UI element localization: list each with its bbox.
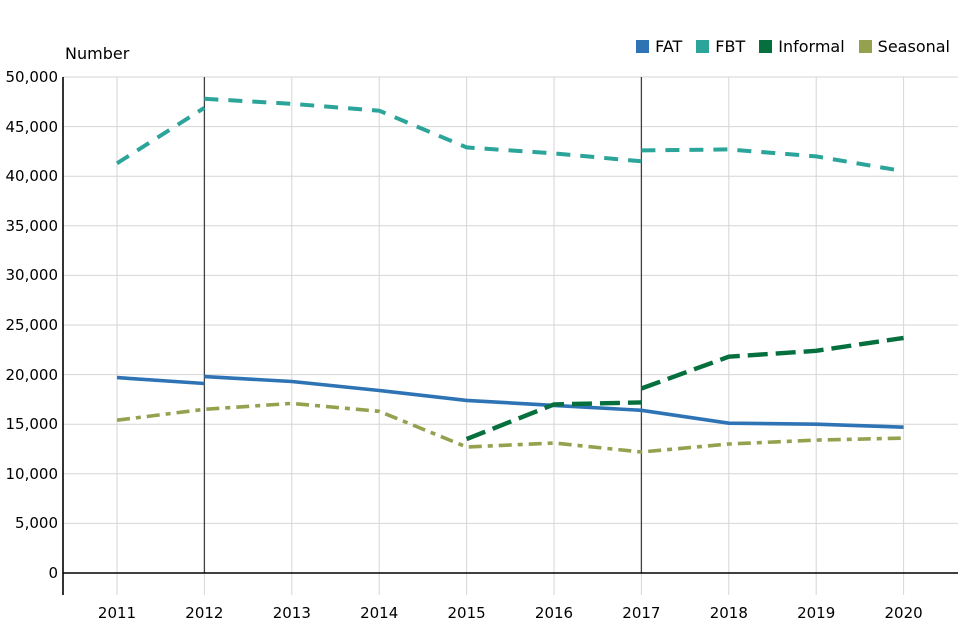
y-tick-label: 45,000 [5, 117, 59, 136]
x-tick-label: 2015 [447, 604, 486, 622]
series-line-informal [640, 335, 904, 391]
legend: FAT FBT Informal Seasonal [636, 34, 950, 58]
y-tick-label: 50,000 [5, 68, 59, 86]
series-line-seasonal [116, 401, 904, 454]
series-line-fbt [204, 96, 642, 164]
series-line-fbt [641, 147, 904, 174]
legend-item-informal: Informal [759, 36, 845, 56]
x-tick-label: 2012 [185, 604, 224, 622]
y-tick-label: 25,000 [5, 316, 59, 334]
y-tick-label: 15,000 [5, 415, 59, 434]
informal-swatch-icon [759, 39, 773, 53]
x-tick-label: 2014 [360, 604, 399, 622]
seasonal-swatch-icon [858, 39, 872, 53]
legend-label: Seasonal [877, 36, 950, 56]
y-tick-label: 20,000 [5, 365, 59, 384]
legend-item-fbt: FBT [696, 37, 745, 56]
x-tick-label: 2017 [622, 604, 661, 622]
fbt-swatch-icon [696, 39, 710, 53]
legend-label: Informal [778, 36, 845, 56]
series-line-informal [465, 400, 642, 442]
y-tick-label: 35,000 [5, 216, 59, 235]
legend-label: FAT [655, 36, 683, 56]
y-axis-title: Number [65, 44, 130, 63]
x-tick-label: 2018 [709, 604, 748, 622]
legend-label: FBT [715, 36, 746, 56]
legend-item-fat: FAT [636, 37, 682, 56]
y-tick-label: 30,000 [5, 266, 59, 285]
y-tick-label: 10,000 [5, 464, 59, 483]
y-tick-label: 5,000 [15, 514, 58, 533]
x-tick-label: 2016 [534, 604, 574, 622]
fat-swatch-icon [636, 39, 650, 53]
x-tick-label: 2019 [797, 604, 836, 622]
series-line-fat [116, 375, 205, 386]
x-tick-label: 2020 [884, 604, 923, 622]
y-tick-label: 40,000 [5, 167, 59, 186]
y-tick-label: 0 [48, 564, 58, 582]
series-line-fbt [115, 106, 206, 165]
legend-item-seasonal: Seasonal [858, 36, 950, 56]
x-tick-label: 2013 [272, 604, 311, 622]
x-tick-label: 2011 [97, 604, 137, 622]
